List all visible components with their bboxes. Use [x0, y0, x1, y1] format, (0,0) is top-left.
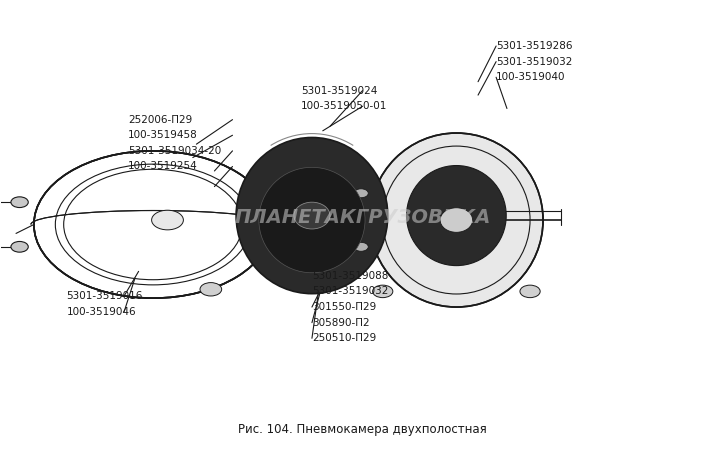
Text: 301550-П29: 301550-П29: [312, 302, 376, 312]
Text: 5301-3519286: 5301-3519286: [496, 41, 573, 51]
Text: 5301-3519034-20: 5301-3519034-20: [128, 146, 221, 156]
Text: 100-3519458: 100-3519458: [128, 130, 197, 140]
Text: ПЛАНЕТАКГРУЗОВИКА: ПЛАНЕТАКГРУЗОВИКА: [234, 208, 491, 227]
Ellipse shape: [259, 167, 365, 273]
Circle shape: [200, 282, 222, 296]
Circle shape: [11, 242, 28, 252]
Circle shape: [520, 285, 540, 298]
Circle shape: [373, 285, 393, 298]
Ellipse shape: [370, 133, 543, 307]
Circle shape: [11, 197, 28, 207]
Text: 252006-П29: 252006-П29: [128, 114, 192, 125]
Text: 5301-3519088: 5301-3519088: [312, 271, 389, 281]
Text: 100-3519040: 100-3519040: [496, 72, 566, 82]
Text: 100-3519050-01: 100-3519050-01: [301, 101, 387, 111]
Ellipse shape: [407, 166, 506, 266]
Text: 5301-3519024: 5301-3519024: [301, 86, 378, 96]
Ellipse shape: [440, 208, 473, 232]
Circle shape: [354, 189, 368, 198]
Ellipse shape: [294, 202, 330, 229]
Circle shape: [152, 210, 183, 230]
Text: 5301-3519032: 5301-3519032: [312, 286, 389, 296]
Text: 100-3519254: 100-3519254: [128, 162, 197, 172]
Text: 5301-3519016: 5301-3519016: [67, 291, 143, 301]
Text: 100-3519046: 100-3519046: [67, 307, 136, 317]
Text: 305890-П2: 305890-П2: [312, 318, 370, 328]
Ellipse shape: [236, 137, 388, 294]
Text: 5301-3519032: 5301-3519032: [496, 57, 573, 66]
Circle shape: [354, 242, 368, 251]
Text: Рис. 104. Пневмокамера двухполостная: Рис. 104. Пневмокамера двухполостная: [238, 423, 487, 436]
Text: 250510-П29: 250510-П29: [312, 333, 376, 343]
